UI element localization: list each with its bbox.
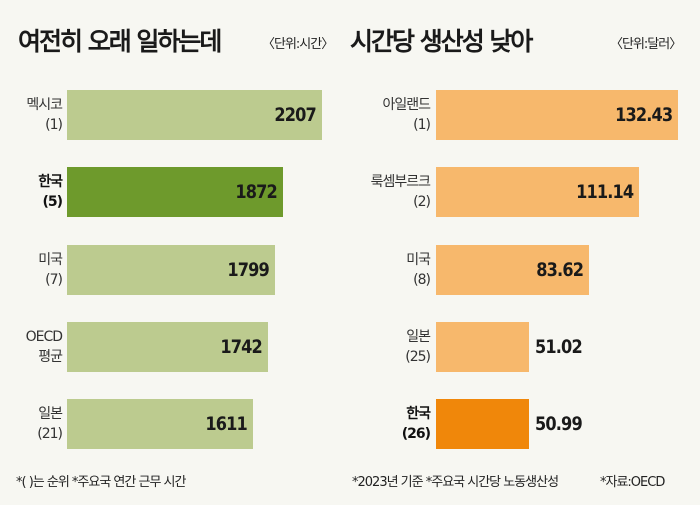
category-label: 일본 (21) — [0, 404, 63, 444]
category-name: 아일랜드 — [382, 97, 431, 113]
data-label: 1872 — [235, 181, 278, 204]
category-sublabel: (26) — [401, 426, 431, 443]
right-chart-unit: 〈단위:달러〉 — [610, 37, 682, 52]
bar — [67, 90, 322, 140]
category-sublabel: (25) — [405, 348, 431, 365]
bar — [436, 244, 589, 295]
category-sublabel: (1) — [413, 117, 431, 133]
right-chart-title: 시간당 생산성 낮아 — [350, 27, 533, 56]
left-chart-unit: 〈단위:시간〉 — [262, 37, 334, 52]
data-label: 50.99 — [535, 413, 583, 436]
category-name: 룩셈부르크 — [370, 174, 431, 191]
footnote-source: *자료:OECD — [600, 475, 665, 490]
category-name: OECD — [25, 328, 63, 345]
category-sublabel: (21) — [37, 426, 63, 443]
category-sublabel: 평균 — [38, 348, 63, 365]
left-chart-title: 여전히 오래 일하는데 — [18, 27, 222, 56]
bar — [436, 321, 530, 372]
category-label: 룩셈부르크 (2) — [360, 172, 431, 212]
category-label: 일본 (25) — [360, 327, 431, 367]
category-label: 한국 (26) — [360, 404, 431, 444]
category-sublabel: (8) — [413, 271, 431, 288]
category-label: OECD 평균 — [0, 327, 63, 367]
category-label: 미국 (7) — [0, 250, 63, 290]
footnote-basis: *2023년 기준 *주요국 시간당 노동생산성 — [352, 475, 559, 490]
category-name: 일본 — [38, 406, 63, 423]
data-label: 1611 — [205, 413, 248, 436]
category-name: 한국 — [406, 406, 431, 423]
category-label: 멕시코 (1) — [0, 95, 63, 135]
bar — [436, 167, 640, 218]
bar — [67, 167, 284, 218]
bar — [67, 244, 275, 295]
category-sublabel: (7) — [45, 271, 63, 288]
category-name: 미국 — [406, 251, 431, 268]
category-name: 멕시코 — [26, 97, 63, 113]
data-label: 1742 — [220, 335, 263, 358]
category-sublabel: (1) — [45, 117, 63, 133]
category-label: 미국 (8) — [360, 250, 431, 290]
data-label: 51.02 — [535, 335, 583, 358]
bar — [436, 399, 530, 450]
data-label: 1799 — [227, 258, 269, 281]
category-label: 아일랜드 (1) — [360, 95, 431, 135]
bar — [67, 399, 254, 450]
footnote-left: *( )는 순위 *주요국 연간 근무 시간 — [16, 475, 186, 490]
bar — [436, 90, 678, 140]
category-sublabel: (5) — [42, 194, 63, 211]
bar — [67, 321, 269, 372]
category-name: 한국 — [38, 174, 63, 191]
category-label: 한국 (5) — [0, 172, 63, 212]
category-name: 미국 — [38, 251, 63, 268]
data-label: 83.62 — [535, 258, 584, 281]
data-label: 111.14 — [575, 181, 634, 204]
data-label: 2207 — [274, 104, 316, 126]
category-name: 일본 — [406, 328, 431, 345]
data-label: 132.43 — [614, 104, 673, 126]
category-sublabel: (2) — [413, 194, 431, 211]
